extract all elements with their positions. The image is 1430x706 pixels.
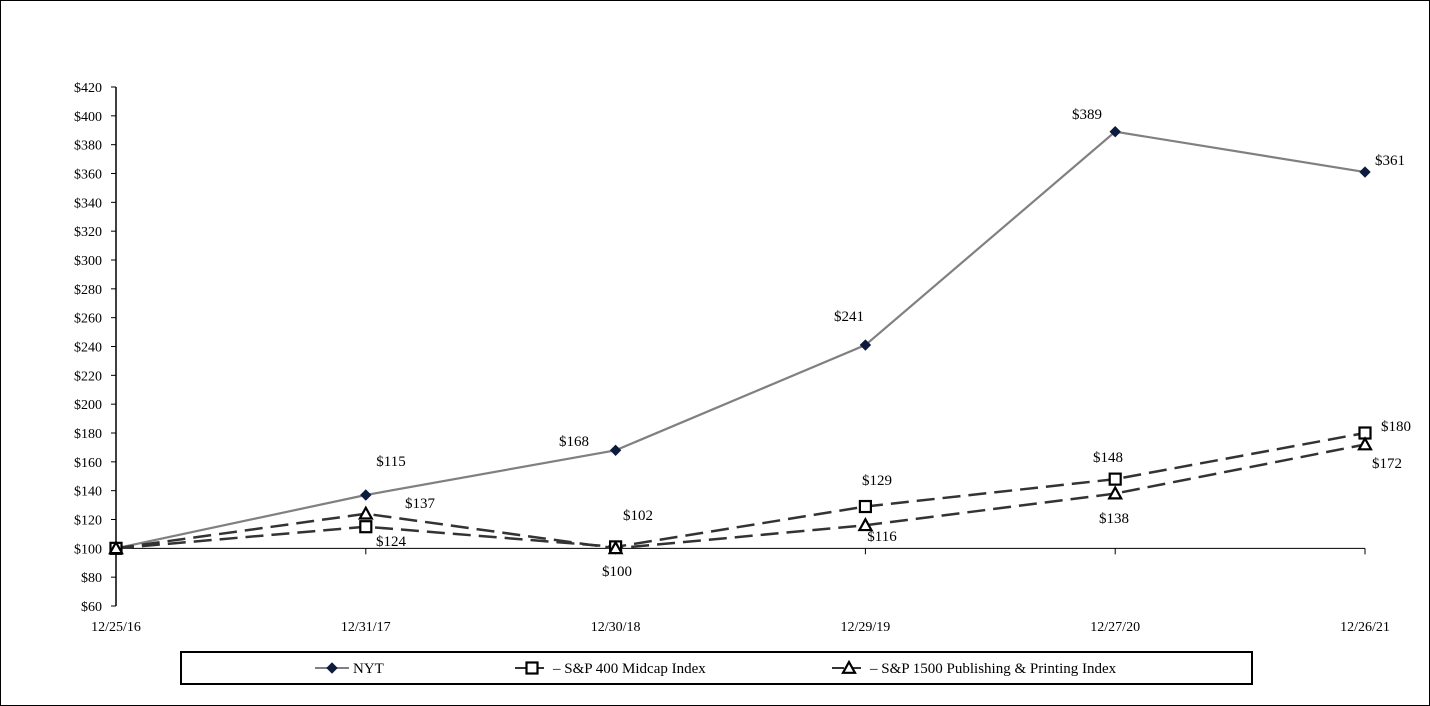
y-tick-label: $300	[74, 254, 102, 269]
x-tick-label: 12/30/18	[591, 620, 641, 635]
series-0-data-label: $115	[376, 454, 405, 470]
series-0-data-label: $241	[834, 309, 864, 325]
series-0-point	[1109, 125, 1121, 138]
y-tick-label: $380	[74, 139, 102, 154]
legend-label-1: – S&P 400 Midcap Index	[552, 661, 706, 677]
x-tick-label: 12/25/16	[91, 620, 141, 635]
series-2-data-label: $138	[1099, 511, 1129, 527]
y-tick-label: $260	[74, 312, 102, 327]
y-tick-label: $320	[74, 225, 102, 240]
series-0-point	[1359, 166, 1371, 178]
x-tick-label: 12/26/21	[1340, 620, 1390, 635]
series-2-point	[108, 540, 124, 555]
x-tick-label: 12/31/17	[341, 620, 391, 635]
series-0-point	[360, 489, 372, 501]
series-1-data-label: $180	[1381, 419, 1411, 435]
series-2-point	[1107, 485, 1124, 500]
legend-marker-0	[326, 662, 338, 674]
series-1-data-label: $148	[1093, 450, 1123, 466]
y-tick-label: $400	[74, 110, 102, 125]
series-line-0	[115, 130, 1366, 550]
series-1-data-label: $102	[623, 508, 653, 524]
legend-marker-2	[841, 659, 857, 674]
series-1-data-label: $124	[376, 534, 407, 550]
series-2-point	[857, 517, 874, 532]
y-tick-label: $340	[74, 196, 102, 211]
series-2-point	[357, 505, 374, 520]
series-2-data-label: $137	[405, 496, 436, 512]
series-2-data-label: $172	[1372, 456, 1402, 472]
y-tick-label: $80	[81, 571, 102, 586]
y-tick-label: $160	[74, 456, 102, 471]
legend-marker-1	[525, 661, 539, 675]
series-0-data-label: $361	[1375, 153, 1405, 169]
y-tick-label: $360	[74, 168, 102, 183]
y-tick-label: $200	[74, 398, 102, 413]
series-2-point	[607, 540, 624, 555]
series-2-point	[1357, 436, 1373, 451]
series-line-2	[115, 443, 1366, 550]
series-2-data-label: $116	[867, 529, 897, 545]
y-tick-label: $120	[74, 514, 102, 529]
series-0-data-label: $389	[1072, 107, 1102, 123]
series-1-point	[1108, 472, 1122, 486]
legend-label-2: – S&P 1500 Publishing & Printing Index	[869, 661, 1117, 677]
series-0-point	[609, 444, 622, 457]
series-1-point	[359, 520, 373, 534]
series-2-data-label: $100	[602, 564, 632, 580]
y-tick-label: $220	[74, 369, 102, 384]
legend-label-0: NYT	[353, 661, 384, 677]
y-tick-label: $100	[74, 542, 102, 557]
series-0-point	[859, 339, 872, 351]
legend-box	[180, 651, 1253, 685]
y-tick-label: $280	[74, 283, 102, 298]
series-1-data-label: $129	[862, 473, 892, 489]
series-0-data-label: $168	[559, 434, 589, 450]
y-tick-label: $240	[74, 341, 102, 356]
x-tick-label: 12/29/19	[841, 620, 891, 635]
y-tick-label: $140	[74, 485, 102, 500]
y-tick-label: $60	[81, 600, 102, 615]
x-tick-label: 12/27/20	[1090, 620, 1140, 635]
series-line-1	[115, 431, 1366, 550]
y-tick-label: $420	[74, 81, 102, 96]
y-tick-label: $180	[74, 427, 102, 442]
series-1-point	[858, 499, 873, 514]
